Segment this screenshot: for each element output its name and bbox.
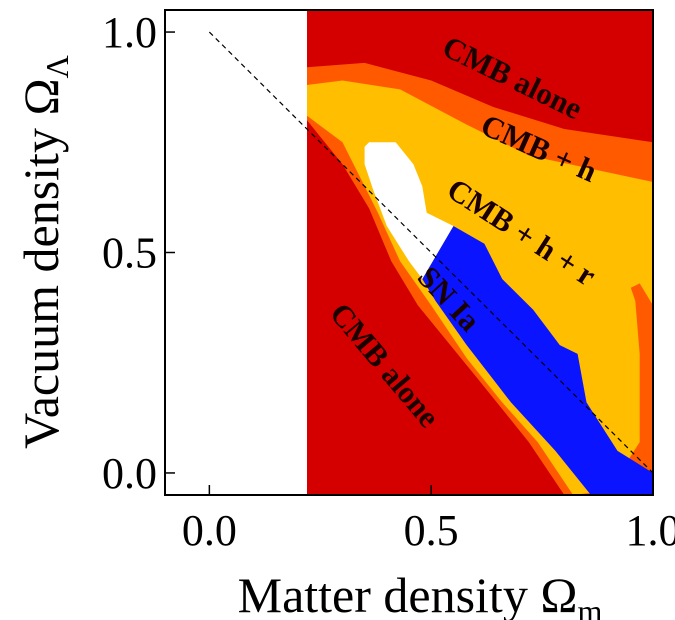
x-tick-label: 0.0 bbox=[182, 506, 237, 555]
x-axis-title: Matter density Ωm bbox=[238, 567, 603, 620]
x-tick-label: 0.5 bbox=[404, 506, 459, 555]
y-tick-label: 0.0 bbox=[102, 449, 157, 498]
region-sn-ia-3 bbox=[422, 226, 653, 495]
region-hole-4 bbox=[364, 142, 454, 279]
y-tick-label: 1.0 bbox=[102, 8, 157, 57]
ticks-layer: 0.0 0.5 1.0 0.0 0.5 1.0 bbox=[102, 8, 675, 555]
x-axis-subscript: m bbox=[578, 593, 603, 620]
y-tick-label: 0.5 bbox=[102, 229, 157, 278]
y-axis-label-text: Vacuum density bbox=[13, 128, 69, 449]
x-axis-symbol: Ω bbox=[540, 567, 577, 620]
y-axis-symbol: Ω bbox=[13, 78, 69, 115]
regions-layer bbox=[307, 10, 653, 495]
x-tick-label: 1.0 bbox=[626, 506, 675, 555]
y-axis-title: Vacuum density ΩΛ bbox=[13, 55, 75, 449]
y-axis-subscript: Λ bbox=[39, 55, 75, 78]
x-axis-label-text: Matter density bbox=[238, 567, 528, 620]
